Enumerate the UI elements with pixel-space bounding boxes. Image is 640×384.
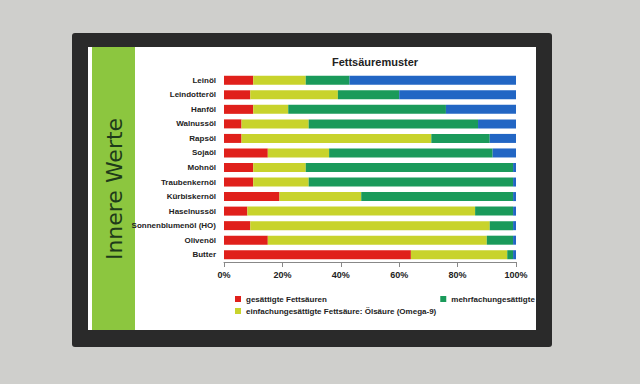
svg-text:100%: 100% xyxy=(504,270,527,280)
svg-text:mehrfachungesättigte Fettsäure: mehrfachungesättigte Fettsäure: Linolsäu… xyxy=(451,295,536,304)
html-text:Innere Werte: Innere Werte xyxy=(101,117,126,260)
svg-text:gesättigte Fettsäuren: gesättigte Fettsäuren xyxy=(246,295,327,304)
svg-text:Mohnöl: Mohnöl xyxy=(188,163,216,172)
svg-text:Rapsöl: Rapsöl xyxy=(189,134,216,143)
svg-text:Leindotteröl: Leindotteröl xyxy=(170,90,216,99)
svg-text:Kürbiskernöl: Kürbiskernöl xyxy=(167,192,216,201)
svg-text:40%: 40% xyxy=(332,270,350,280)
svg-text:Fettsäuremuster: Fettsäuremuster xyxy=(332,56,419,68)
svg-text:Sojaöl: Sojaöl xyxy=(192,148,216,157)
svg-text:Haselnussöl: Haselnussöl xyxy=(169,207,216,216)
svg-text:Butter: Butter xyxy=(192,250,216,259)
svg-text:einfachungesättigte Fettsäure:: einfachungesättigte Fettsäure: Ölsäure (… xyxy=(246,307,437,316)
svg-text:Walnussöl: Walnussöl xyxy=(176,119,216,128)
svg-text:60%: 60% xyxy=(390,270,408,280)
svg-text:20%: 20% xyxy=(273,270,291,280)
svg-text:Leinöl: Leinöl xyxy=(192,76,216,85)
svg-text:Hanföl: Hanföl xyxy=(191,105,216,114)
svg-text:Traubenkernöl: Traubenkernöl xyxy=(161,178,216,187)
svg-text:Sonnenblumenöl (HO): Sonnenblumenöl (HO) xyxy=(132,221,217,230)
svg-text:0%: 0% xyxy=(217,270,230,280)
svg-text:80%: 80% xyxy=(449,270,467,280)
svg-text:Olivenöl: Olivenöl xyxy=(184,236,216,245)
